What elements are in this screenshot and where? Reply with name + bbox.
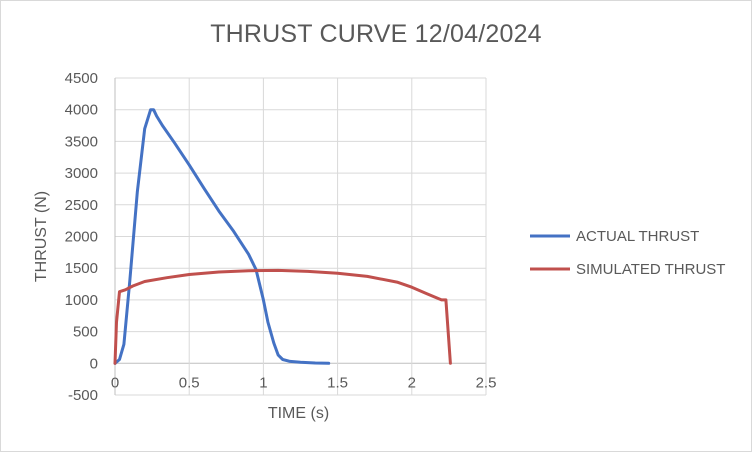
legend: ACTUAL THRUST SIMULATED THRUST: [530, 228, 725, 278]
x-tick-label: 2.5: [476, 374, 497, 391]
y-tick-label: 2000: [65, 229, 98, 246]
legend-label: ACTUAL THRUST: [576, 228, 699, 245]
series-lines: [113, 108, 452, 365]
x-tick-label: 1.5: [327, 374, 348, 391]
y-tick-label: 1000: [65, 292, 98, 309]
y-tick-label: 4500: [65, 70, 98, 87]
x-tick-label: 2: [408, 374, 416, 391]
y-tick-label: 1500: [65, 260, 98, 277]
x-tick-label: 0: [111, 374, 119, 391]
series-line-1: [113, 268, 452, 365]
y-tick-label: 3500: [65, 133, 98, 150]
y-tick-label: 4000: [65, 102, 98, 119]
y-axis-ticks: -500 0 500 1000 1500 2000 2500 3000 3500 4000 4500: [65, 70, 98, 404]
y-tick-label: 0: [90, 355, 98, 372]
y-axis-label: THRUST (N): [33, 191, 50, 282]
x-tick-label: 1: [259, 374, 267, 391]
y-tick-label: 2500: [65, 197, 98, 214]
x-axis-ticks: 0 0.5 1 1.5 2 2.5: [111, 374, 497, 391]
y-tick-label: -500: [68, 387, 98, 404]
x-tick-label: 0.5: [179, 374, 200, 391]
y-tick-label: 3000: [65, 165, 98, 182]
series-line-0: [113, 108, 331, 365]
gridlines: [114, 77, 487, 396]
legend-label: SIMULATED THRUST: [576, 261, 725, 278]
x-axis-label: TIME (s): [268, 405, 329, 422]
y-tick-label: 500: [73, 324, 98, 341]
chart-title: THRUST CURVE 12/04/2024: [210, 20, 542, 48]
